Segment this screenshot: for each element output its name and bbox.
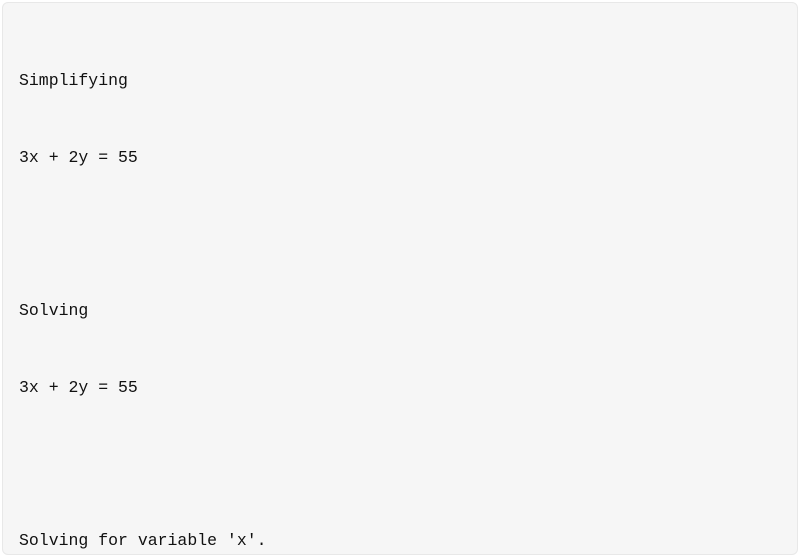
solver-output-block: Simplifying 3x + 2y = 55 Solving 3x + 2y… <box>2 2 798 555</box>
output-line: Simplifying <box>19 68 781 94</box>
output-line: Solving for variable 'x'. <box>19 528 781 554</box>
output-line: 3x + 2y = 55 <box>19 145 781 171</box>
output-line: 3x + 2y = 55 <box>19 375 781 401</box>
output-line <box>19 222 781 248</box>
output-line <box>19 452 781 478</box>
output-line: Solving <box>19 298 781 324</box>
